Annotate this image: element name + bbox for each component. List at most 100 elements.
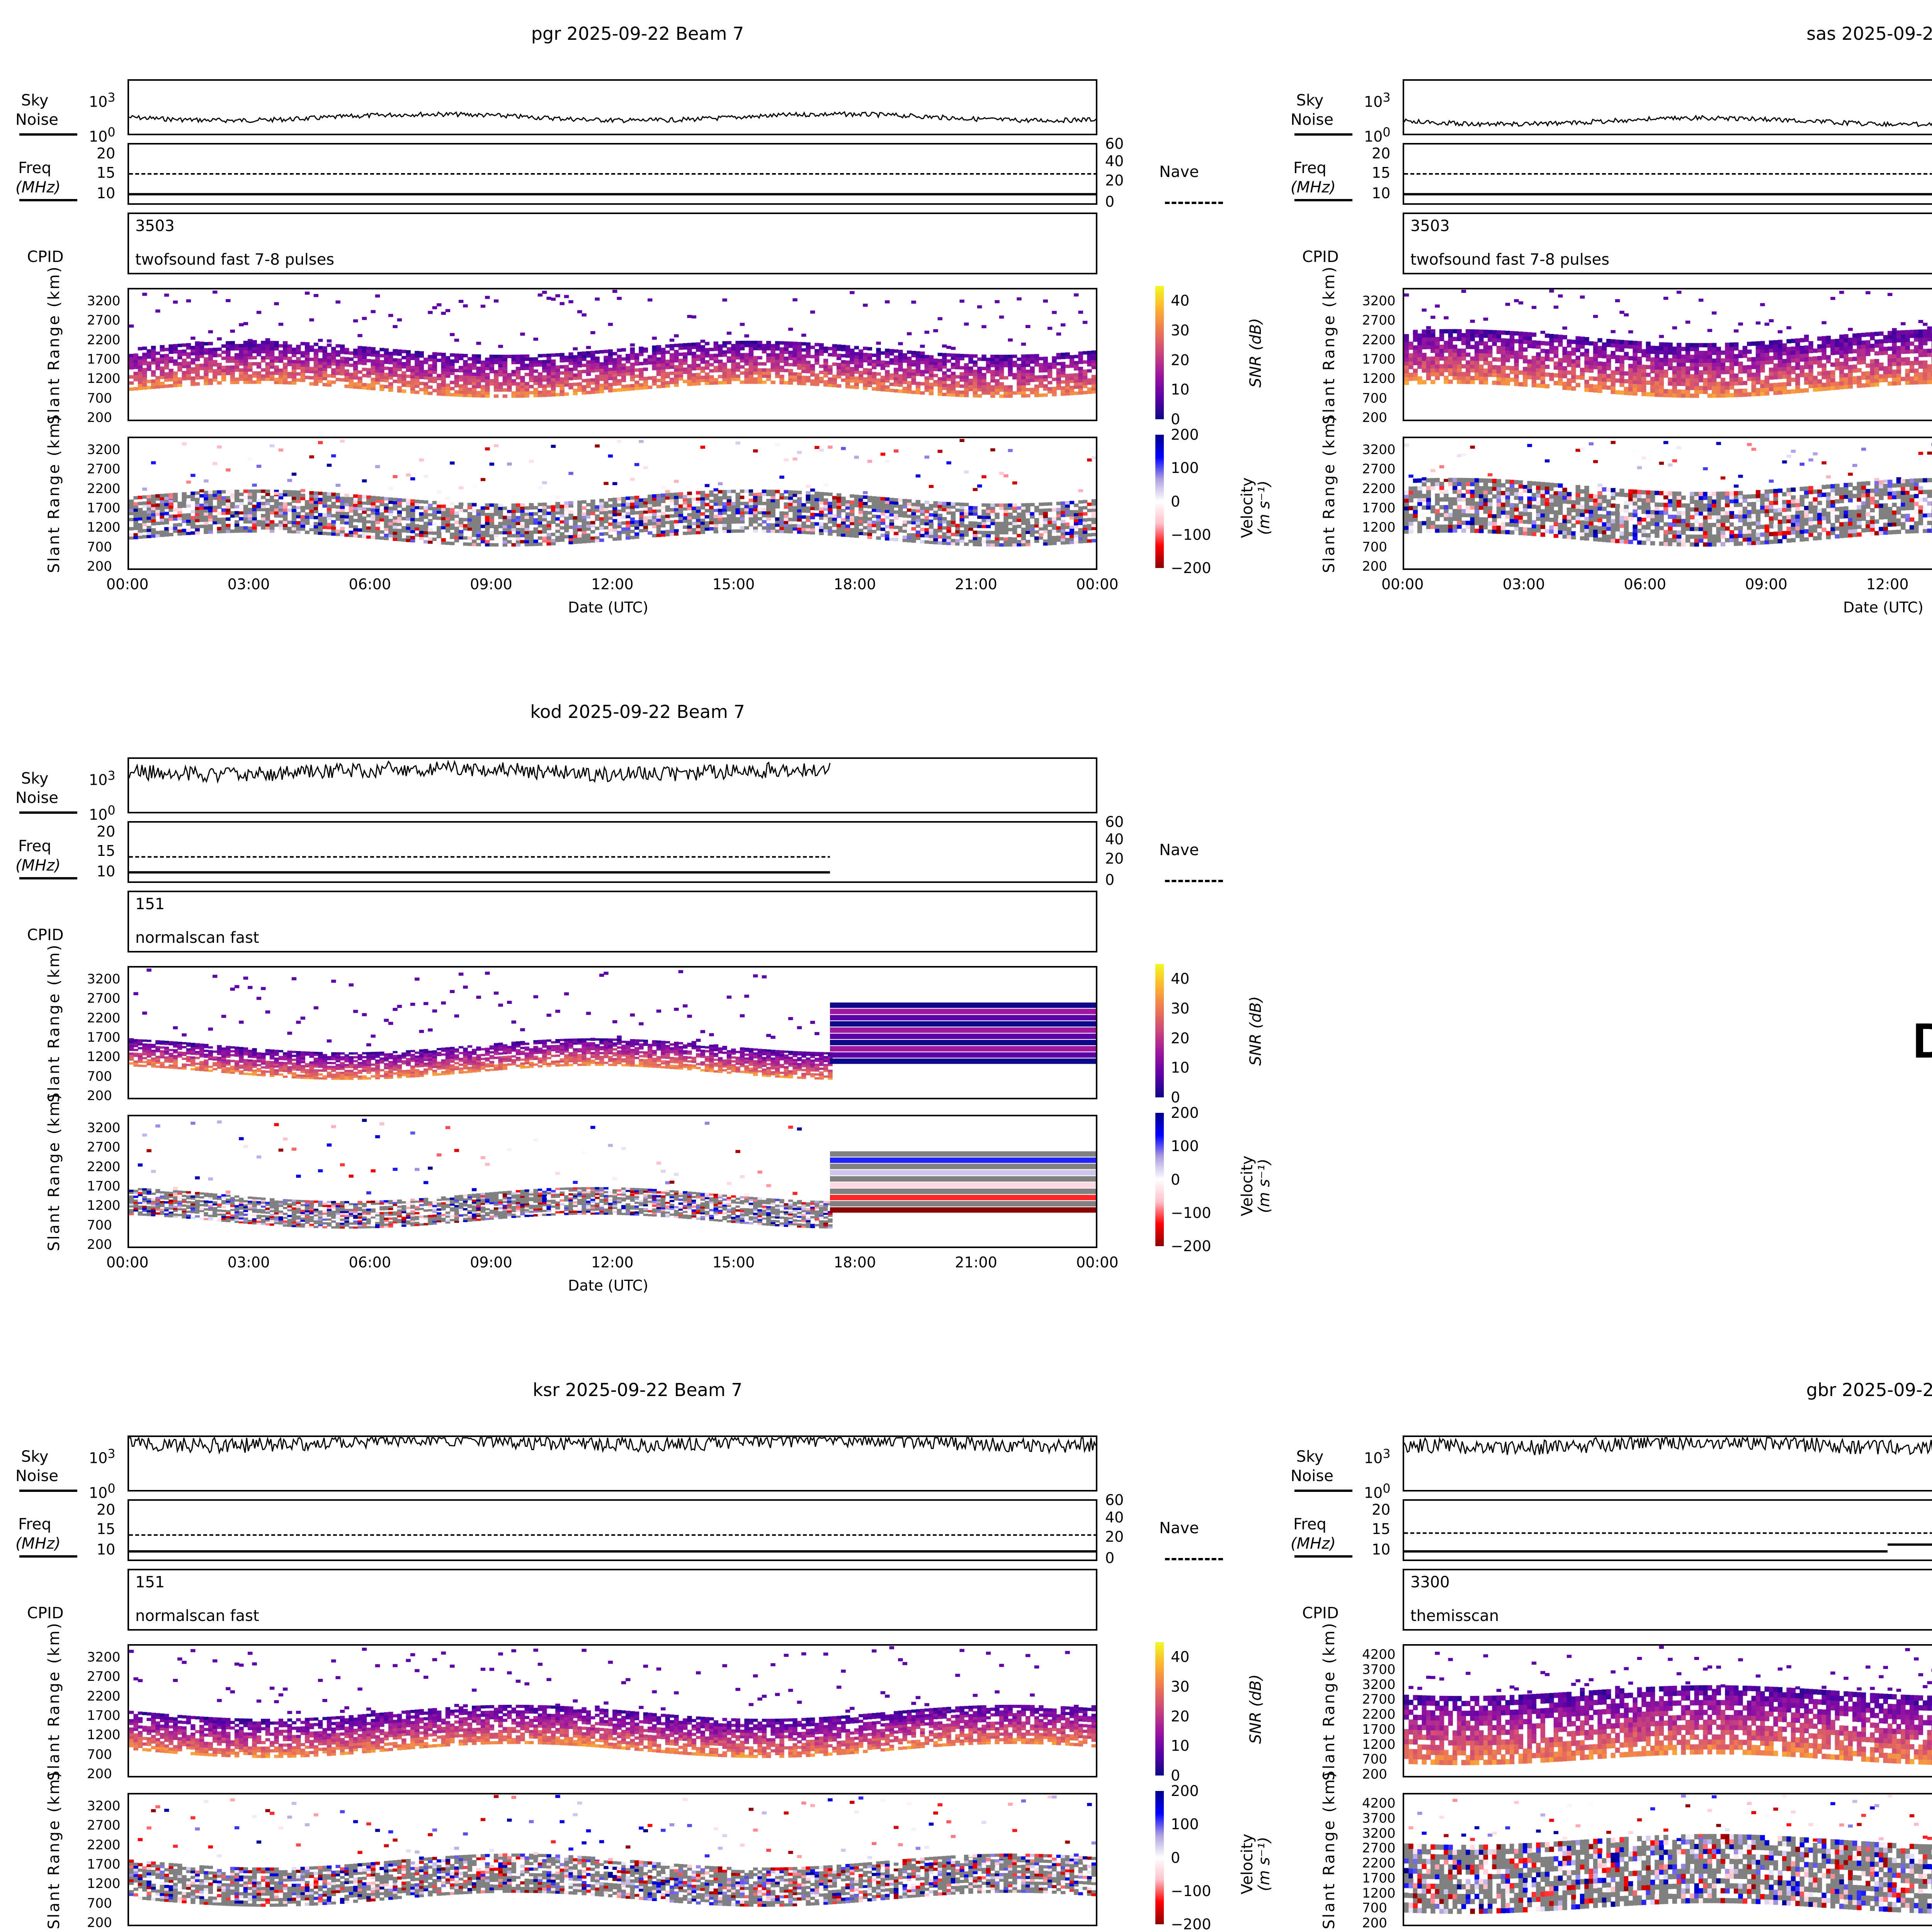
vel-cell (542, 530, 547, 534)
vel-cell (489, 534, 494, 537)
vel-cell (199, 512, 204, 516)
vel-cell (283, 524, 288, 527)
snr-cell (946, 384, 951, 388)
snr-cell (542, 291, 547, 294)
snr-cell (454, 356, 459, 360)
snr-cell (459, 378, 464, 382)
snr-cell (357, 334, 362, 337)
snr-cell (164, 363, 169, 367)
vel-cell (419, 458, 424, 462)
vel-cell (445, 523, 451, 527)
vel-cell (493, 525, 499, 529)
snr-cell (1082, 381, 1088, 385)
vel-cell (1061, 507, 1066, 511)
snr-cell (459, 357, 464, 361)
vel-cell (195, 503, 200, 507)
vel-cell (696, 527, 701, 531)
vel-cell (379, 500, 384, 503)
snr-cell (265, 341, 270, 344)
vel-cell (661, 497, 666, 500)
vel-cell (770, 514, 776, 518)
vel-cell (753, 520, 758, 524)
snr-cell (797, 342, 802, 345)
vel-cell (1012, 515, 1017, 519)
snr-cell (924, 370, 929, 374)
snr-cell (907, 332, 912, 335)
snr-cell (472, 379, 477, 382)
snr-cell (1074, 385, 1079, 389)
vel-cell (384, 509, 389, 513)
snr-cell (454, 381, 459, 384)
vel-cell (731, 511, 736, 515)
snr-cell (291, 354, 297, 357)
snr-cell (1052, 378, 1057, 381)
vel-cell (845, 515, 850, 519)
snr-cell (577, 310, 582, 313)
vel-cell (788, 505, 793, 509)
vel-cell (990, 540, 995, 544)
snr-cell (502, 376, 508, 380)
vel-cell (151, 528, 156, 532)
snr-cell (415, 360, 420, 364)
vel-cell (1052, 538, 1057, 542)
snr-cell (753, 347, 758, 350)
snr-cell (300, 366, 305, 370)
vel-cell (213, 509, 218, 512)
snr-cell (867, 378, 872, 381)
snr-cell (704, 351, 710, 355)
velocity-colorbar[interactable] (1155, 435, 1164, 568)
vel-cell (318, 498, 323, 502)
snr-cell (599, 383, 604, 387)
snr-cell (349, 351, 354, 355)
snr-cell (437, 303, 442, 306)
snr-colorbar[interactable] (1155, 286, 1164, 419)
vel-cell (243, 511, 248, 515)
vel-cell (753, 489, 758, 493)
snr-cell (234, 381, 240, 384)
snr-cell (239, 359, 244, 363)
vel-cell (929, 528, 934, 532)
snr-cell (1012, 361, 1017, 364)
snr-cell (806, 367, 811, 371)
vel-cell (542, 524, 547, 527)
vel-cell (867, 517, 872, 521)
vel-cell (669, 508, 675, 512)
vel-cell (476, 512, 481, 516)
vel-cell (406, 539, 411, 542)
snr-cell (1078, 351, 1083, 355)
vel-cell (885, 497, 890, 501)
snr-cell (1003, 391, 1009, 395)
snr-cell (498, 357, 503, 361)
snr-cell (744, 374, 749, 378)
snr-cell (1091, 387, 1096, 391)
snr-cell (621, 357, 626, 361)
vel-cell (265, 490, 270, 493)
snr-cell (770, 362, 776, 366)
snr-cell (691, 376, 697, 380)
vel-cell (1017, 512, 1022, 516)
snr-cell (678, 377, 683, 381)
vel-cell (748, 520, 753, 524)
snr-cell (379, 384, 384, 388)
vel-cell (234, 505, 240, 509)
vel-cell (854, 522, 859, 526)
vel-cell (713, 530, 718, 534)
vel-cell (309, 500, 314, 504)
snr-cell (630, 353, 635, 357)
vel-cell (423, 534, 429, 537)
vel-cell (608, 504, 613, 508)
snr-cell (248, 353, 253, 357)
snr-cell (472, 360, 477, 364)
snr-cell (304, 360, 310, 364)
snr-cell (204, 348, 209, 352)
vel-cell (573, 519, 578, 523)
snr-cell (304, 348, 310, 352)
vel-cell (340, 520, 345, 524)
snr-cell (731, 374, 736, 378)
vel-cell (854, 519, 859, 523)
vel-cell (560, 520, 565, 524)
vel-cell (696, 524, 701, 528)
vel-cell (1043, 530, 1048, 534)
snr-cell (893, 367, 899, 371)
vel-cell (995, 522, 1000, 526)
